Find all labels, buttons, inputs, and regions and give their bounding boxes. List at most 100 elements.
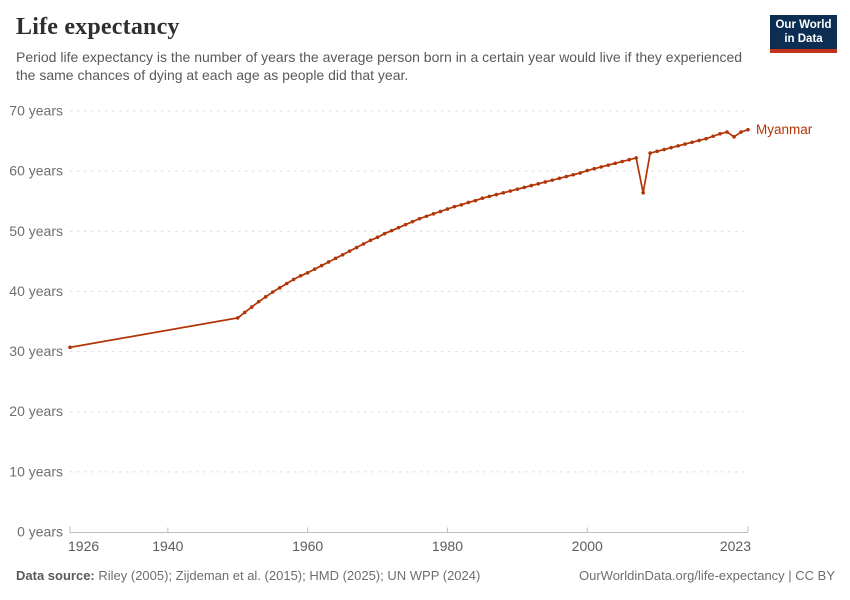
data-point[interactable] bbox=[662, 147, 666, 152]
data-point[interactable] bbox=[368, 238, 373, 243]
data-point[interactable] bbox=[620, 159, 624, 164]
chart-subtitle: Period life expectancy is the number of … bbox=[16, 49, 743, 84]
data-point[interactable] bbox=[725, 130, 729, 134]
data-point[interactable] bbox=[347, 249, 352, 253]
data-point[interactable] bbox=[263, 295, 268, 299]
data-point[interactable] bbox=[529, 183, 534, 188]
owid-link[interactable]: OurWorldinData.org/life-expectancy | CC … bbox=[578, 568, 835, 583]
data-point[interactable] bbox=[746, 127, 750, 132]
x-tick-label: 1980 bbox=[432, 538, 463, 554]
data-point[interactable] bbox=[305, 270, 310, 275]
data-point[interactable] bbox=[585, 168, 590, 173]
data-point[interactable] bbox=[480, 196, 485, 201]
data-point[interactable] bbox=[732, 135, 736, 139]
data-point[interactable] bbox=[501, 190, 506, 195]
data-point[interactable] bbox=[592, 166, 597, 171]
data-point[interactable] bbox=[291, 277, 296, 282]
data-point[interactable] bbox=[466, 200, 471, 205]
data-point[interactable] bbox=[319, 263, 324, 268]
y-tick-label: 40 years bbox=[9, 283, 63, 299]
data-point[interactable] bbox=[396, 225, 401, 230]
y-tick-label: 20 years bbox=[9, 403, 63, 419]
data-point[interactable] bbox=[718, 132, 722, 136]
data-point[interactable] bbox=[459, 203, 464, 207]
x-tick-label: 1926 bbox=[68, 538, 99, 554]
data-point[interactable] bbox=[711, 134, 715, 139]
data-point[interactable] bbox=[284, 281, 289, 286]
data-point[interactable] bbox=[669, 145, 673, 150]
data-point[interactable] bbox=[256, 299, 261, 304]
chart-footer: Data source: Riley (2005); Zijdeman et a… bbox=[16, 568, 835, 583]
data-point[interactable] bbox=[68, 345, 72, 350]
data-point[interactable] bbox=[277, 286, 282, 290]
data-point[interactable] bbox=[340, 252, 345, 257]
data-point[interactable] bbox=[508, 189, 513, 193]
data-point[interactable] bbox=[270, 290, 275, 294]
data-point[interactable] bbox=[445, 207, 450, 211]
data-point[interactable] bbox=[438, 209, 443, 214]
data-point[interactable] bbox=[578, 171, 583, 175]
data-point[interactable] bbox=[613, 161, 617, 166]
data-point[interactable] bbox=[298, 273, 303, 278]
y-tick-label: 10 years bbox=[9, 463, 63, 479]
data-point[interactable] bbox=[599, 165, 604, 169]
data-source-label: Data source: bbox=[16, 568, 95, 583]
data-point[interactable] bbox=[494, 192, 499, 197]
data-point[interactable] bbox=[417, 216, 422, 221]
data-point[interactable] bbox=[522, 185, 527, 190]
data-point[interactable] bbox=[739, 130, 743, 134]
data-source-list: Riley (2005); Zijdeman et al. (2015); HM… bbox=[94, 568, 481, 583]
data-point[interactable] bbox=[655, 149, 659, 154]
data-point[interactable] bbox=[354, 245, 359, 250]
data-point[interactable] bbox=[564, 174, 569, 179]
data-point[interactable] bbox=[403, 222, 408, 227]
data-point[interactable] bbox=[389, 228, 394, 233]
data-point[interactable] bbox=[634, 156, 638, 160]
data-point[interactable] bbox=[242, 310, 247, 315]
data-point[interactable] bbox=[312, 267, 317, 271]
data-point[interactable] bbox=[606, 163, 611, 167]
data-point[interactable] bbox=[690, 140, 694, 145]
data-point[interactable] bbox=[326, 260, 331, 264]
series-end-label[interactable]: Myanmar bbox=[756, 122, 813, 137]
data-point[interactable] bbox=[515, 187, 520, 191]
data-point[interactable] bbox=[431, 212, 436, 216]
x-tick-label: 1940 bbox=[152, 538, 183, 554]
data-source-note: Data source: Riley (2005); Zijdeman et a… bbox=[16, 568, 480, 583]
owid-logo[interactable]: Our World in Data bbox=[770, 15, 837, 53]
data-point[interactable] bbox=[571, 172, 576, 177]
data-point[interactable] bbox=[697, 138, 701, 143]
data-point[interactable] bbox=[487, 194, 492, 199]
data-point[interactable] bbox=[424, 214, 429, 219]
page-title: Life expectancy bbox=[16, 14, 180, 40]
data-point[interactable] bbox=[382, 231, 387, 236]
data-point[interactable] bbox=[249, 305, 254, 309]
data-point[interactable] bbox=[452, 204, 457, 209]
data-point[interactable] bbox=[410, 219, 415, 224]
data-point[interactable] bbox=[676, 144, 680, 148]
data-point[interactable] bbox=[550, 178, 555, 182]
chart-line[interactable] bbox=[69, 128, 749, 349]
data-point[interactable] bbox=[473, 198, 478, 203]
y-tick-label: 50 years bbox=[9, 223, 63, 239]
data-point[interactable] bbox=[543, 180, 548, 184]
data-point[interactable] bbox=[641, 190, 645, 195]
data-point[interactable] bbox=[704, 136, 708, 141]
y-tick-label: 0 years bbox=[17, 524, 63, 540]
data-point[interactable] bbox=[557, 176, 562, 181]
data-point[interactable] bbox=[648, 151, 652, 155]
data-point[interactable] bbox=[536, 181, 541, 186]
x-tick-label: 2023 bbox=[720, 538, 751, 554]
x-tick-label: 1960 bbox=[292, 538, 323, 554]
owid-logo-line2: in Data bbox=[784, 32, 823, 45]
data-point[interactable] bbox=[235, 316, 240, 320]
data-point[interactable] bbox=[683, 142, 687, 146]
data-point[interactable] bbox=[361, 242, 366, 246]
data-point[interactable] bbox=[627, 157, 631, 162]
data-point[interactable] bbox=[375, 235, 380, 240]
y-tick-label: 70 years bbox=[9, 103, 63, 119]
owid-logo-line1: Our World bbox=[775, 19, 832, 31]
data-point[interactable] bbox=[333, 256, 338, 261]
